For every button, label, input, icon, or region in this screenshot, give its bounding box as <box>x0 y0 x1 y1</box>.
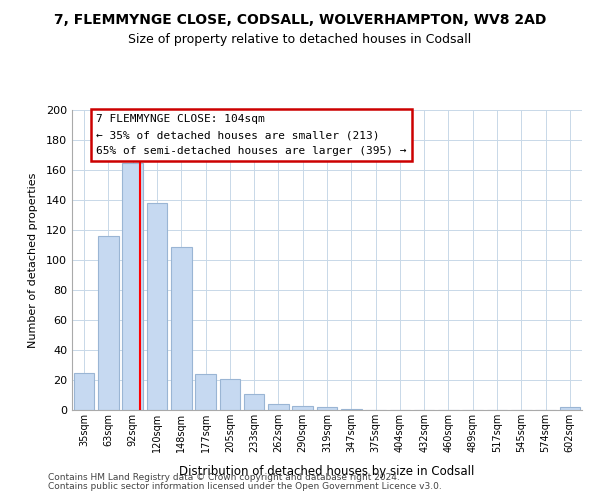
Bar <box>171 246 191 410</box>
Text: Contains public sector information licensed under the Open Government Licence v3: Contains public sector information licen… <box>48 482 442 491</box>
Bar <box>560 407 580 410</box>
Text: Distribution of detached houses by size in Codsall: Distribution of detached houses by size … <box>179 465 475 478</box>
Bar <box>195 374 216 410</box>
Bar <box>292 406 313 410</box>
Y-axis label: Number of detached properties: Number of detached properties <box>28 172 38 348</box>
Bar <box>98 236 119 410</box>
Bar <box>146 203 167 410</box>
Text: Contains HM Land Registry data © Crown copyright and database right 2024.: Contains HM Land Registry data © Crown c… <box>48 474 400 482</box>
Bar <box>317 407 337 410</box>
Text: Size of property relative to detached houses in Codsall: Size of property relative to detached ho… <box>128 32 472 46</box>
Bar <box>268 404 289 410</box>
Bar <box>244 394 265 410</box>
Text: 7 FLEMMYNGE CLOSE: 104sqm
← 35% of detached houses are smaller (213)
65% of semi: 7 FLEMMYNGE CLOSE: 104sqm ← 35% of detac… <box>96 114 407 156</box>
Bar <box>74 372 94 410</box>
Bar <box>220 378 240 410</box>
Text: 7, FLEMMYNGE CLOSE, CODSALL, WOLVERHAMPTON, WV8 2AD: 7, FLEMMYNGE CLOSE, CODSALL, WOLVERHAMPT… <box>54 12 546 26</box>
Bar <box>341 408 362 410</box>
Bar <box>122 162 143 410</box>
